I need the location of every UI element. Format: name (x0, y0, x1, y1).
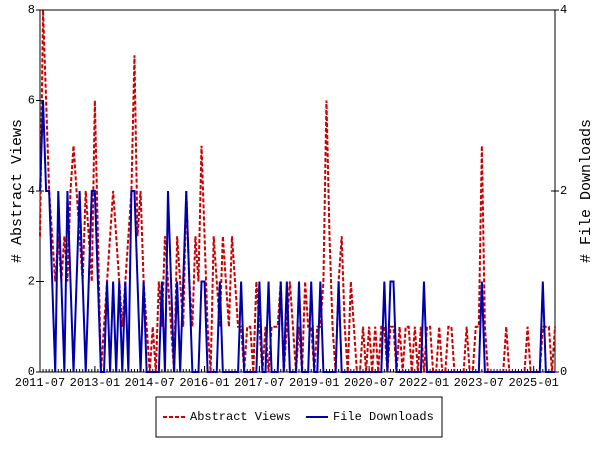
x-tick-label: 2016-01 (179, 376, 229, 390)
x-tick-label: 2013-01 (70, 376, 120, 390)
y-tick-label: 6 (28, 94, 35, 108)
x-tick-label: 2019-01 (289, 376, 339, 390)
y2-axis-label: # File Downloads (578, 119, 595, 263)
legend-label: Abstract Views (190, 410, 291, 424)
y-tick-label: 0 (28, 365, 35, 379)
x-tick-label: 2023-07 (454, 376, 504, 390)
x-tick-label: 2014-07 (124, 376, 174, 390)
y-axis-label: # Abstract Views (9, 119, 26, 263)
x-tick-label: 2025-01 (508, 376, 558, 390)
legend-box (155, 396, 443, 438)
y2-tick-label: 4 (560, 3, 567, 17)
x-tick-label: 2011-07 (15, 376, 65, 390)
y-tick-label: 8 (28, 3, 35, 17)
legend-label: File Downloads (333, 410, 434, 424)
y2-tick-label: 0 (560, 365, 567, 379)
series-line (39, 100, 555, 373)
x-tick-label: 2017-07 (234, 376, 284, 390)
y-tick-label: 4 (28, 184, 35, 198)
x-tick-label: 2020-07 (344, 376, 394, 390)
x-tick-label: 2022-01 (399, 376, 449, 390)
y-tick-label: 2 (28, 275, 35, 289)
y2-tick-label: 2 (560, 184, 567, 198)
